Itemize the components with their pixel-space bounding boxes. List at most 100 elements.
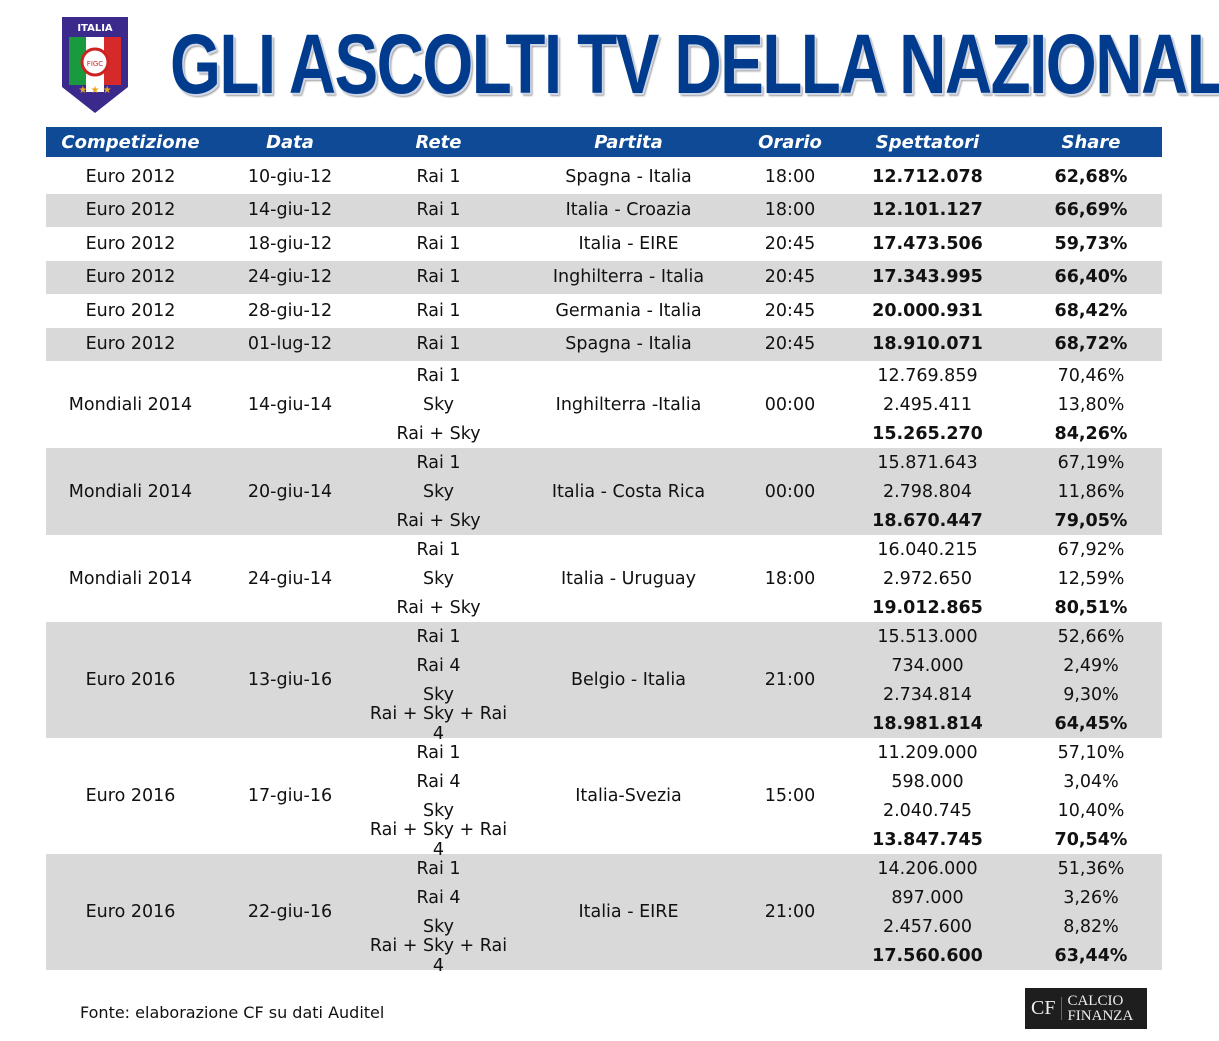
cell-orario: 20:45 [764, 334, 816, 355]
share-value: 64,45% [1054, 713, 1128, 734]
share-value: 66,69% [1054, 200, 1128, 221]
rete-value: Rai + Sky + Rai 4 [369, 935, 508, 976]
spettatori-value: 18.981.814 [872, 713, 983, 734]
spettatori-value: 2.798.804 [882, 481, 973, 502]
cell-orario: 21:00 [764, 902, 816, 922]
cell-data: 14-giu-14 [247, 394, 333, 415]
cell-share: 57,10% 3,04% 10,40% 70,54% [1020, 738, 1162, 854]
rete-value: Rai + Sky [396, 423, 481, 444]
svg-text:FIGC: FIGC [87, 60, 104, 68]
brand-short: CF [1025, 997, 1063, 1020]
spettatori-value: 16.040.215 [877, 539, 978, 560]
table-header: Competizione Data Rete Partita Orario Spettat… [46, 127, 1162, 160]
cell-rete: Rai 1 [365, 261, 512, 295]
rete-value: Rai 1 [416, 742, 461, 763]
cell-data: 01-lug-12 [247, 334, 333, 355]
rete-value: Rai 1 [416, 626, 461, 647]
rete-value: Sky [423, 481, 454, 502]
rete-value: Rai + Sky + Rai 4 [369, 703, 508, 744]
cell-share: 66,69% [1020, 194, 1162, 228]
column-header-orario: Orario [758, 131, 822, 153]
cell-partita: Italia - EIRE [578, 233, 679, 254]
cell-orario: 21:00 [764, 670, 816, 690]
cell-spettatori: 17.473.506 [835, 227, 1020, 261]
table-row: Euro 2012 14-giu-12 Rai 1 Italia - Croazia 1… [46, 193, 1162, 228]
spettatori-value: 18.670.447 [872, 510, 983, 531]
cell-competizione: Euro 2016 [85, 902, 176, 922]
share-value: 68,42% [1054, 300, 1128, 321]
spettatori-value: 12.769.859 [877, 365, 978, 386]
spettatori-value: 13.847.745 [872, 829, 983, 850]
spettatori-value: 897.000 [891, 887, 964, 908]
column-header-partita: Partita [594, 131, 663, 153]
table-row: Euro 2012 24-giu-12 Rai 1 Inghilterra - Ita… [46, 260, 1162, 295]
cell-share: 62,68% [1020, 160, 1162, 194]
cell-data: 14-giu-12 [247, 200, 333, 221]
rete-value: Sky [423, 684, 454, 705]
share-value: 80,51% [1054, 597, 1128, 618]
rete-value: Rai 4 [416, 771, 461, 792]
cell-data: 24-giu-14 [247, 568, 333, 589]
rete-value: Rai 1 [416, 200, 461, 221]
spettatori-value: 17.560.600 [872, 945, 983, 966]
column-header-rete: Rete [415, 131, 462, 153]
cell-partita: Spagna - Italia [565, 166, 692, 187]
cell-spettatori: 12.769.859 2.495.411 15.265.270 [835, 361, 1020, 448]
figc-logo: FIGC ITALIA ★ ★ ★ [60, 15, 130, 115]
cell-data: 10-giu-12 [247, 166, 333, 187]
rete-value: Rai + Sky [396, 597, 481, 618]
cell-data: 17-giu-16 [247, 786, 333, 806]
cell-competizione: Mondiali 2014 [68, 481, 193, 502]
share-value: 8,82% [1063, 916, 1119, 937]
cell-competizione: Euro 2012 [85, 267, 176, 288]
cell-competizione: Euro 2012 [85, 233, 176, 254]
cell-share: 68,72% [1020, 328, 1162, 362]
spettatori-value: 2.495.411 [882, 394, 973, 415]
share-value: 10,40% [1057, 800, 1125, 821]
share-value: 3,04% [1063, 771, 1119, 792]
rete-value: Sky [423, 394, 454, 415]
share-value: 11,86% [1057, 481, 1125, 502]
rete-value: Rai 1 [416, 166, 461, 187]
cell-partita: Italia - Uruguay [560, 568, 696, 589]
cell-data: 22-giu-16 [247, 902, 333, 922]
spettatori-value: 15.513.000 [877, 626, 978, 647]
rete-value: Rai 1 [416, 300, 461, 321]
spettatori-value: 2.040.745 [882, 800, 973, 821]
cell-spettatori: 11.209.000 598.000 2.040.745 13.847.745 [835, 738, 1020, 854]
calcio-finanza-logo: CF CALCIO FINANZA [1025, 988, 1147, 1029]
share-value: 68,72% [1054, 334, 1128, 355]
cell-rete: Rai 1 [365, 160, 512, 194]
cell-data: 24-giu-12 [247, 267, 333, 288]
column-header-competizione: Competizione [61, 131, 200, 153]
cell-rete: Rai 1 [365, 294, 512, 328]
spettatori-value: 2.972.650 [882, 568, 973, 589]
cell-share: 68,42% [1020, 294, 1162, 328]
cell-spettatori: 17.343.995 [835, 261, 1020, 295]
spettatori-value: 12.712.078 [872, 166, 983, 187]
share-value: 59,73% [1054, 233, 1128, 254]
svg-text:★ ★ ★: ★ ★ ★ [78, 85, 111, 96]
column-header-data: Data [266, 131, 314, 153]
share-value: 2,49% [1063, 655, 1119, 676]
cell-data: 18-giu-12 [247, 233, 333, 254]
cell-share: 51,36% 3,26% 8,82% 63,44% [1020, 854, 1162, 970]
cell-spettatori: 15.513.000 734.000 2.734.814 18.981.814 [835, 622, 1020, 738]
cell-orario: 18:00 [764, 200, 816, 221]
cell-partita: Spagna - Italia [565, 334, 692, 355]
rete-value: Rai 1 [416, 858, 461, 879]
cell-share: 70,46% 13,80% 84,26% [1020, 361, 1162, 448]
spettatori-value: 18.910.071 [872, 334, 983, 355]
share-value: 67,92% [1057, 539, 1125, 560]
cell-spettatori: 20.000.931 [835, 294, 1020, 328]
rete-value: Rai + Sky [396, 510, 481, 531]
cell-partita: Inghilterra -Italia [555, 394, 702, 415]
rete-value: Rai 1 [416, 233, 461, 254]
cell-partita: Italia-Svezia [575, 786, 682, 806]
cell-orario: 15:00 [764, 786, 816, 806]
cell-rete: Rai 1 Rai 4 Sky Rai + Sky + Rai 4 [365, 854, 512, 976]
cell-competizione: Euro 2016 [85, 786, 176, 806]
cell-spettatori: 12.712.078 [835, 160, 1020, 194]
cell-partita: Italia - Costa Rica [551, 481, 706, 502]
share-value: 13,80% [1057, 394, 1125, 415]
